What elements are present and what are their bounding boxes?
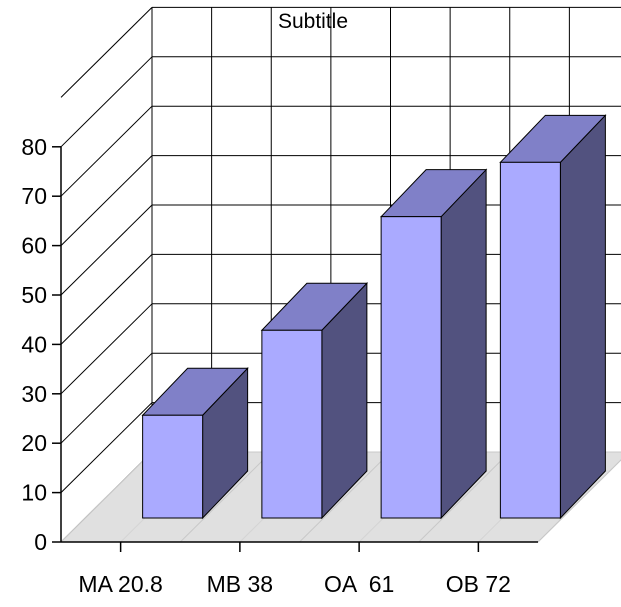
bar bbox=[499, 114, 607, 520]
y-tick-label: 50 bbox=[21, 282, 47, 308]
floor-gridline bbox=[537, 459, 621, 543]
left-wall-gridline bbox=[60, 303, 153, 395]
left-wall-gridline bbox=[60, 155, 153, 246]
bar bbox=[379, 168, 488, 520]
y-tick-label: 30 bbox=[21, 381, 47, 407]
y-tick-label: 0 bbox=[34, 529, 47, 555]
y-axis-ticks: 0 10 20 30 40 50 60 70 80 bbox=[21, 134, 61, 555]
bar-front bbox=[380, 216, 442, 519]
left-wall-gridline bbox=[60, 254, 153, 345]
y-tick-label: 20 bbox=[21, 430, 47, 456]
x-axis-labels: MA 20.8 MB 38 OA 61 OB 72 bbox=[78, 542, 511, 597]
bar bbox=[260, 282, 369, 520]
left-wall-gridline bbox=[60, 402, 153, 493]
x-tick-label: OB 72 bbox=[446, 571, 511, 597]
floor-gridline bbox=[179, 451, 272, 543]
x-tick-label: OA 61 bbox=[324, 571, 394, 597]
floor-gridline bbox=[60, 451, 153, 543]
bar-side bbox=[440, 168, 487, 520]
y-tick-label: 40 bbox=[21, 331, 47, 357]
floor-gridline bbox=[418, 451, 511, 543]
floor-gridline bbox=[299, 451, 391, 543]
y-tick-label: 60 bbox=[21, 233, 47, 259]
left-wall-gridline bbox=[60, 7, 153, 98]
y-tick-label: 70 bbox=[21, 183, 47, 209]
bar-front bbox=[142, 414, 204, 519]
left-wall-gridline bbox=[60, 204, 153, 296]
bar-side bbox=[559, 114, 606, 520]
x-tick-label: MA 20.8 bbox=[78, 571, 162, 597]
chart-subtitle: Subtitle bbox=[278, 10, 348, 33]
bars bbox=[141, 114, 607, 520]
y-tick-label: 10 bbox=[21, 480, 47, 506]
left-wall-gridline bbox=[60, 56, 153, 148]
left-wall-gridline bbox=[60, 352, 153, 444]
left-wall-gridline bbox=[60, 105, 153, 197]
x-tick-label: MB 38 bbox=[207, 571, 273, 597]
bar-front bbox=[261, 329, 323, 519]
bar bbox=[141, 367, 249, 520]
y-tick-label: 80 bbox=[21, 134, 47, 160]
left-wall-grid bbox=[60, 7, 153, 543]
bar-front bbox=[499, 161, 561, 519]
